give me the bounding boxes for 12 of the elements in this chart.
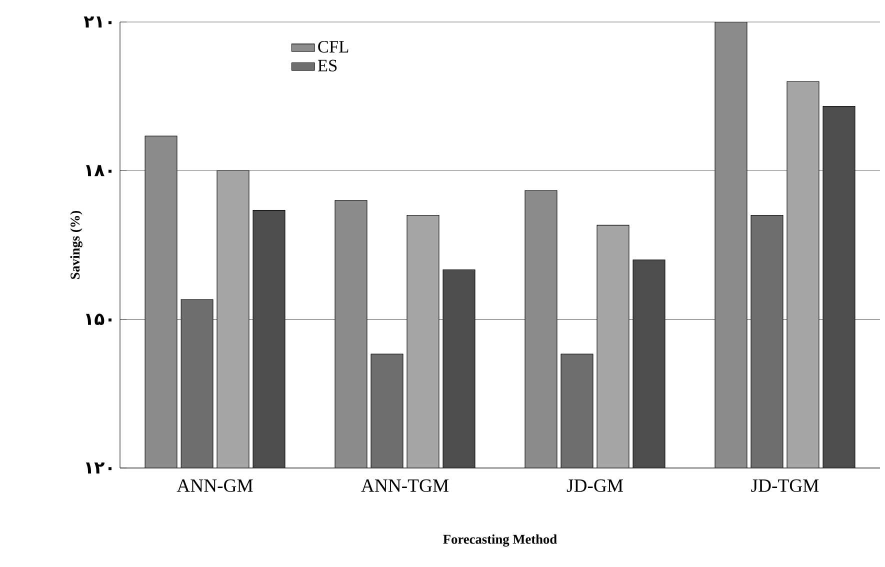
legend-label: CFL	[318, 40, 348, 53]
y-tick-label: ۱۲۰	[86, 462, 112, 474]
x-tick-label: JD-TGM	[751, 479, 819, 492]
y-axis-title: Savings (%)	[70, 210, 82, 279]
legend-label: ES	[318, 60, 337, 72]
y-tick-label: ۱۵۰	[86, 314, 112, 325]
y-tick-label: ۲۱۰	[84, 16, 112, 28]
x-tick-label: ANN-TGM	[361, 479, 449, 492]
x-tick-label: ANN-GM	[176, 479, 253, 492]
x-tick-label: JD-GM	[566, 479, 623, 492]
y-tick-label: ۱۸۰	[86, 165, 112, 176]
x-axis-title: Forecasting Method	[443, 534, 557, 547]
